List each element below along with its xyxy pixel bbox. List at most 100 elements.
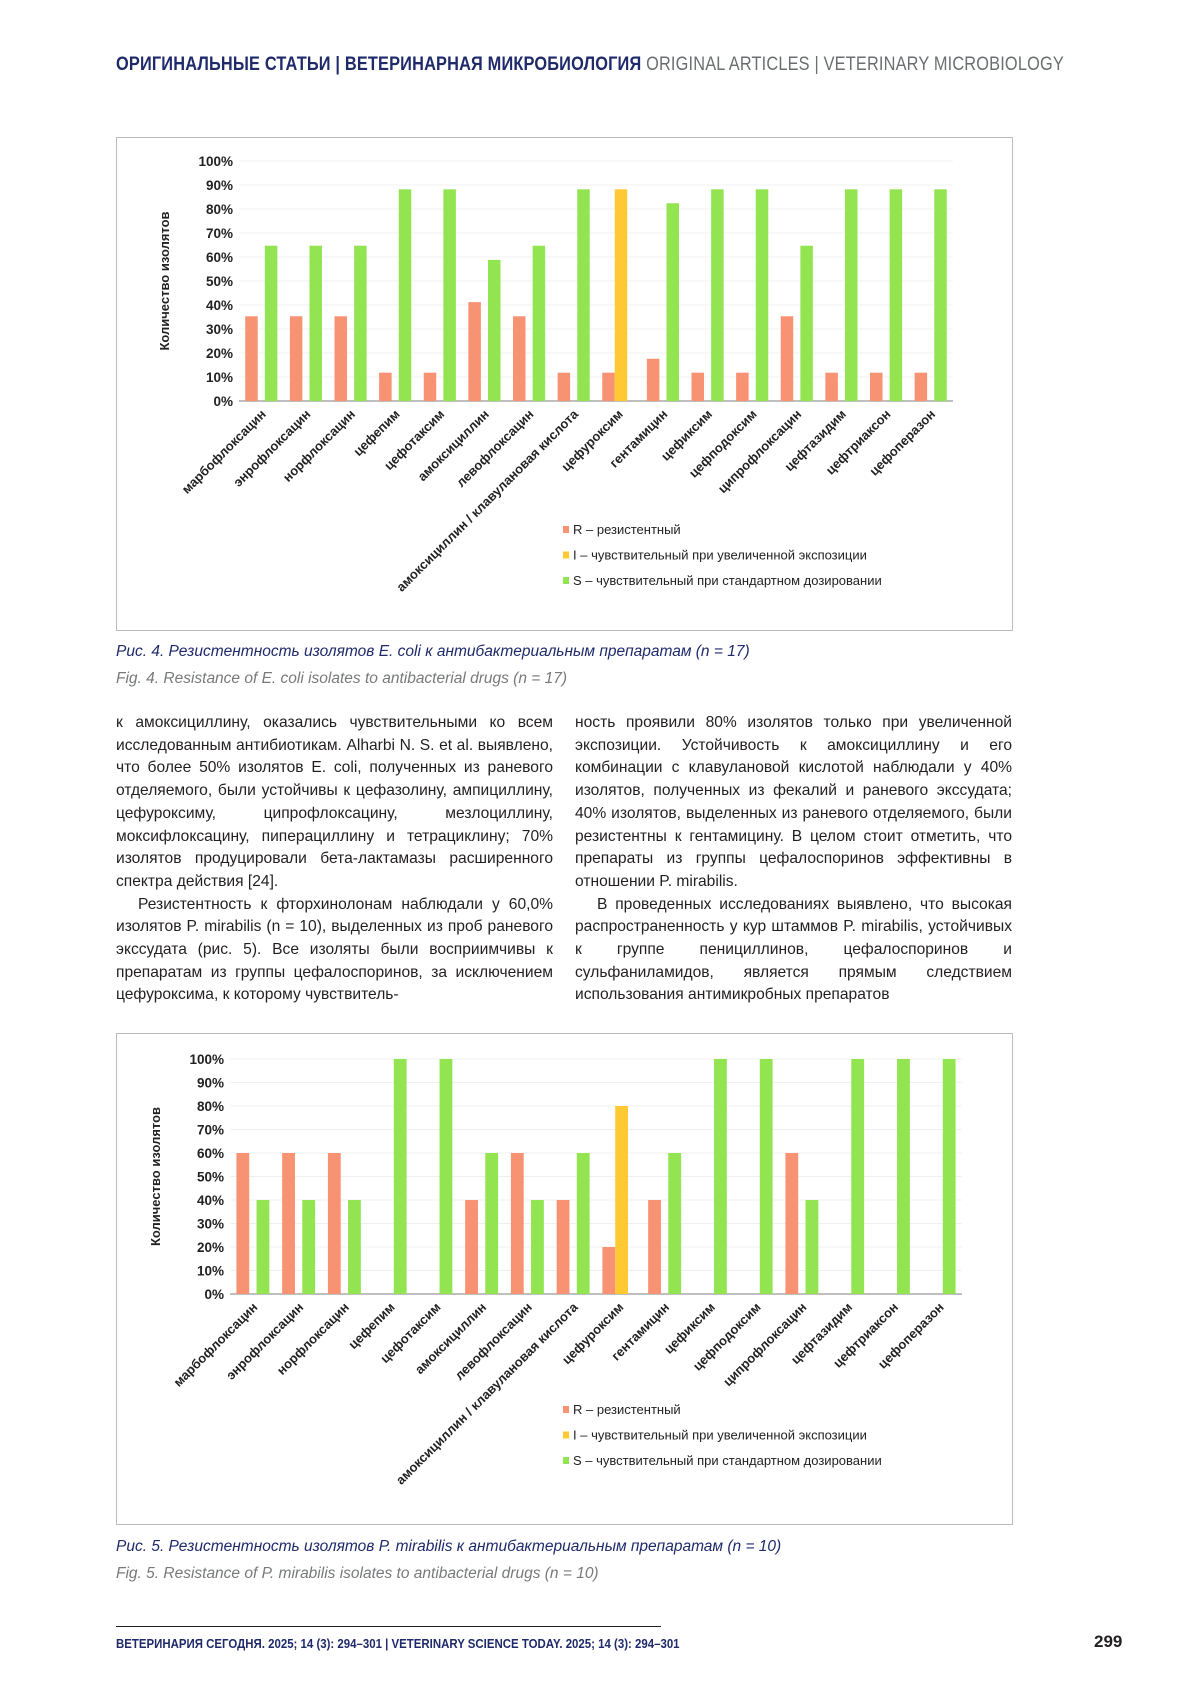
legend-swatch-R [563,1406,569,1413]
y-tick-label: 100% [198,154,233,169]
y-tick-label: 0% [204,1287,224,1302]
bar-I [614,189,628,401]
y-axis-title: Количество изолятов [157,211,172,350]
bar-R [556,1200,570,1294]
bar-S [264,245,278,401]
bar-S [800,245,813,401]
y-tick-label: 10% [206,370,233,385]
bar-R [602,372,615,401]
legend-swatch-S [563,577,569,584]
y-tick-label: 70% [206,226,233,241]
paragraph: к амоксициллину, оказались чувствительны… [116,714,553,890]
bar-S [897,1059,910,1294]
bar-S [354,245,367,401]
bar-R [512,316,526,401]
bar-R [691,372,704,401]
y-tick-label: 50% [206,274,233,289]
bar-S [398,189,412,401]
x-tick-label: левофлоксацин [453,407,536,490]
text-column-right: ность проявили 80% изолятов только при у… [575,712,1012,1007]
bar-S [576,1153,590,1294]
bar-S [851,1059,865,1294]
bar-R [825,372,838,401]
bar-R [785,1153,799,1294]
paragraph: Резистентность к фторхинолонам наблюдали… [116,895,553,1004]
y-tick-label: 60% [197,1146,224,1161]
bar-S [666,203,680,401]
bar-S [532,245,546,401]
legend-swatch-R [563,526,569,533]
running-header: ОРИГИНАЛЬНЫЕ СТАТЬИ | ВЕТЕРИНАРНАЯ МИКРО… [116,54,1064,76]
figure-4-caption-en: Fig. 4. Resistance of E. coli isolates t… [116,670,568,687]
bar-S [393,1059,407,1294]
bar-S [759,1059,773,1294]
x-tick-label: марбофлоксацин [170,1300,260,1390]
header-en: ORIGINAL ARTICLES | VETERINARY MICROBIOL… [646,54,1064,75]
bar-S [845,189,858,401]
bar-S [439,1059,453,1294]
legend-label: R – резистентный [573,522,681,537]
y-tick-label: 80% [197,1099,224,1114]
footer-divider [116,1626,661,1627]
bar-R [646,358,660,401]
bar-R [914,372,928,401]
y-tick-label: 0% [213,394,233,409]
bar-S [934,189,947,401]
figure-4-chart: 0% 10% 20% 30% 40% 50% 60% 70% 80% 90% 100% Количес… [116,137,1013,631]
bar-R [648,1200,661,1294]
y-tick-label: 100% [189,1052,224,1067]
footer-citation: ВЕТЕРИНАРИЯ СЕГОДНЯ. 2025; 14 (3): 294–3… [116,1636,680,1651]
bar-S [348,1200,361,1294]
bar-R [423,372,437,401]
bar-I [615,1106,629,1294]
paragraph: В проведенных исследованиях выявлено, чт… [575,895,1012,1004]
y-tick-label: 80% [206,202,233,217]
chart-svg: 0% 10% 20% 30% 40% 50% 60% 70% 80% 90% 100% Количес… [148,1052,962,1487]
bar-R [236,1153,250,1294]
bar-S [755,189,769,401]
x-tick-label: энрофлоксацин [230,407,313,490]
bar-S [309,245,323,401]
x-tick-label: ципрофлоксацин [715,407,805,497]
y-tick-label: 60% [206,250,233,265]
y-tick-label: 10% [197,1264,224,1279]
figure-5-caption-en: Fig. 5. Resistance of P. mirabilis isola… [116,1565,599,1582]
y-tick-label: 70% [197,1123,224,1138]
bar-R [510,1153,524,1294]
y-axis-title: Количество изолятов [148,1107,163,1246]
legend-swatch-I [563,551,569,559]
y-tick-label: 30% [206,322,233,337]
bar-S [256,1200,270,1294]
bar-S [711,189,724,401]
y-tick-label: 30% [197,1217,224,1232]
bar-R [245,316,258,401]
bar-R [602,1247,616,1294]
bar-S [889,189,903,401]
paragraph: ность проявили 80% изолятов только при у… [575,714,1012,890]
bar-S [488,259,501,401]
bar-R [334,316,347,401]
y-tick-label: 90% [197,1076,224,1091]
bar-S [531,1200,544,1294]
x-tick-label: ципрофлоксацин [720,1300,810,1390]
y-tick-label: 90% [206,178,233,193]
x-tick-label: энрофлоксацин [223,1300,306,1383]
legend-label: S – чувствительный при стандартном дозир… [573,573,882,588]
bar-R [282,1153,295,1294]
bar-R [379,372,392,401]
chart-svg: 0% 10% 20% 30% 40% 50% 60% 70% 80% 90% 100% Количес… [157,154,953,594]
x-tick-label: левофлоксацин [452,1300,535,1383]
bar-R [736,372,749,401]
bar-R [327,1153,341,1294]
bar-S [443,189,456,401]
bar-S [668,1153,682,1294]
figure-5-caption-ru: Рис. 5. Резистентность изолятов P. mirab… [116,1538,782,1555]
y-tick-label: 40% [206,298,233,313]
bar-R [289,316,303,401]
y-tick-label: 20% [197,1240,224,1255]
x-tick-label: марбофлоксацин [179,407,269,497]
legend-swatch-S [563,1457,569,1464]
bar-S [942,1059,956,1294]
bar-R [557,372,571,401]
